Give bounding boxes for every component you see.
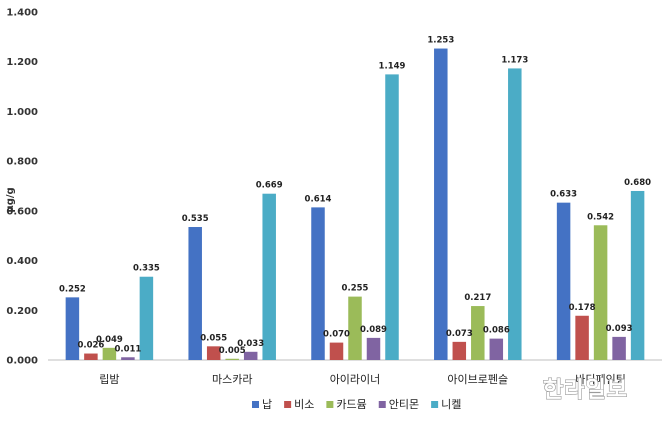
data-label: 1.173 [501,55,528,65]
data-label: 0.535 [182,214,209,224]
data-label: 0.070 [323,330,350,340]
bar [348,296,362,360]
bar [243,351,258,360]
data-label: 0.217 [464,293,491,303]
x-tick-label: 아이라이너 [330,373,381,386]
data-label: 1.253 [427,36,454,46]
legend-label: 안티몬 [389,398,419,411]
bar [508,68,522,360]
legend-swatch [378,401,386,408]
y-tick-label: 0.400 [6,256,38,267]
y-tick-label: 0.800 [6,157,38,168]
legend-label: 니켈 [441,398,461,411]
data-label: 0.086 [483,326,510,336]
bar [84,353,98,360]
x-tick-label: 아이브로펜슬 [447,373,508,386]
bar [593,225,608,360]
data-label: 0.335 [133,264,160,274]
legend-swatch [252,401,259,408]
bar [262,193,276,360]
data-label: 0.633 [550,190,577,200]
y-tick-label: 1.400 [6,8,38,19]
bar [121,357,135,360]
data-label: 0.680 [624,178,651,188]
bar [206,346,221,360]
legend-label: 비소 [294,398,314,411]
legend-swatch [326,401,334,408]
bar [329,342,344,360]
bar [225,358,239,360]
x-tick-label: 립밤 [99,373,119,386]
y-tick-label: 0.000 [6,356,38,367]
legend-swatch [284,401,292,408]
y-tick-label: 0.200 [6,306,38,317]
bar [489,338,504,360]
bar [556,202,571,360]
bar [630,190,645,360]
data-label: 0.255 [342,284,369,294]
data-label: 0.073 [446,329,473,339]
data-label: 0.049 [96,335,123,345]
bar [612,336,626,360]
data-label: 0.011 [114,344,141,354]
legend-swatch [431,401,439,408]
data-label: 0.542 [587,212,614,222]
legend-label: 납 [262,398,272,411]
data-label: 1.149 [379,61,406,71]
bar [102,347,117,360]
bar [434,48,448,360]
y-tick-label: 0.600 [6,206,38,217]
bar [471,306,485,360]
data-label: 0.252 [59,284,86,294]
x-tick-label: 바디페인팅 [575,373,626,386]
bars [65,48,645,361]
data-label: 0.089 [360,325,387,335]
bar [139,276,154,360]
legend-label: 카드뮴 [336,398,366,411]
bar [366,337,381,360]
data-label: 0.614 [305,194,332,204]
bar [311,207,325,360]
data-labels: 0.252 0.535 0.614 1.253 0.633 0.026 0.055 0.070… [59,36,651,356]
data-label: 0.178 [569,303,596,313]
watermark: 한라일보 [543,378,628,403]
legend: 납 비소 카드뮴 안티몬 니켈 [252,398,461,411]
data-label: 0.669 [256,181,283,191]
bar [452,341,467,360]
y-axis: 0.000 0.200 0.400 0.600 0.800 1.000 1.200 1.400 [6,8,38,367]
data-label: 0.093 [606,324,633,334]
bar [385,74,399,361]
bar [65,297,80,360]
bar [188,227,202,360]
data-label: 0.055 [200,333,227,343]
bar [575,315,589,360]
y-tick-label: 1.000 [6,107,38,118]
data-label: 0.005 [219,346,246,356]
y-tick-label: 1.200 [6,57,38,68]
y-axis-label: μg/g [5,187,16,212]
data-label: 0.026 [77,341,104,351]
x-tick-label: 마스카라 [212,373,252,386]
data-label: 0.033 [237,339,264,349]
